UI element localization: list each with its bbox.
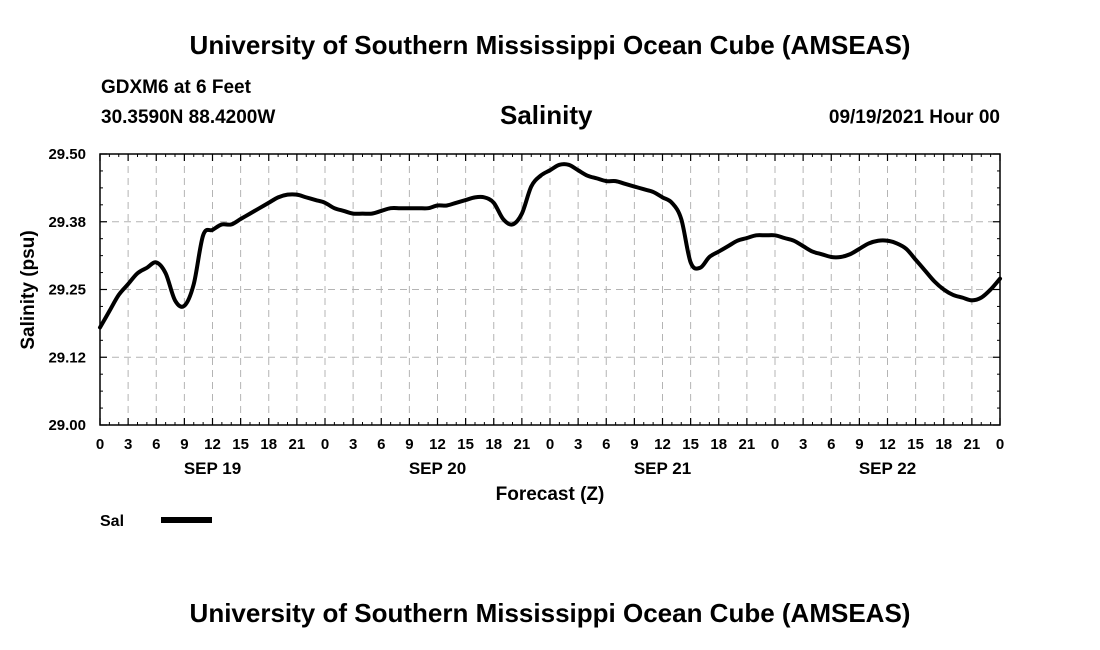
legend-label: Sal [100,513,124,530]
x-tick-label: 18 [710,436,727,453]
date-label: SEP 19 [184,459,241,478]
x-tick-label: 6 [152,436,160,453]
run-time-label: 09/19/2021 Hour 00 [828,107,1000,128]
x-tick-label: 18 [260,436,277,453]
x-tick-label: 12 [654,436,671,453]
x-tick-label: 6 [827,436,835,453]
x-tick-label: 15 [907,436,924,453]
x-tick-label: 18 [485,436,502,453]
x-tick-label: 21 [514,436,531,453]
x-tick-label: 6 [602,436,610,453]
x-tick-label: 0 [321,436,329,453]
x-tick-label: 0 [771,436,779,453]
footer-title: University of Southern Mississippi Ocean… [189,598,911,628]
x-tick-label: 12 [204,436,221,453]
x-axis-label: Forecast (Z) [496,484,605,505]
x-tick-label: 21 [739,436,756,453]
x-tick-label: 9 [405,436,413,453]
x-tick-label: 6 [377,436,385,453]
x-tick-label: 0 [546,436,554,453]
x-tick-label: 15 [682,436,699,453]
date-label: SEP 20 [409,459,466,478]
axis-labels: 0 3 6 9 12 15 18 21 0 3 6 9 12 15 18 21 0 3 6 9 12 15 18 21 0 3 6 9… [48,146,1004,478]
x-tick-label: 18 [935,436,952,453]
x-tick-label: 9 [180,436,188,453]
x-tick-label: 9 [630,436,638,453]
coordinates-label: 30.3590N 88.4200W [101,107,276,128]
y-tick-label: 29.50 [48,146,86,163]
y-tick-label: 29.38 [48,214,86,231]
variable-title: Salinity [500,100,593,130]
x-tick-label: 0 [996,436,1004,453]
y-tick-label: 29.25 [48,282,86,299]
station-label: GDXM6 at 6 Feet [101,77,251,98]
x-tick-label: 3 [799,436,807,453]
x-tick-label: 3 [574,436,582,453]
salinity-line [98,162,1002,330]
x-tick-label: 9 [855,436,863,453]
x-tick-label: 15 [457,436,474,453]
x-tick-label: 12 [879,436,896,453]
date-label: SEP 22 [859,459,916,478]
x-tick-label: 21 [964,436,981,453]
y-tick-label: 29.12 [48,349,86,366]
x-tick-label: 12 [429,436,446,453]
x-tick-label: 15 [232,436,249,453]
x-tick-label: 3 [349,436,357,453]
y-axis-label: Salinity (psu) [18,230,39,349]
plot-frame [99,153,1001,426]
x-tick-label: 3 [124,436,132,453]
grid [100,154,1000,425]
y-tick-label: 29.00 [48,417,86,434]
x-tick-label: 21 [289,436,306,453]
chart-title: University of Southern Mississippi Ocean… [189,30,911,60]
x-tick-label: 0 [96,436,104,453]
date-label: SEP 21 [634,459,691,478]
